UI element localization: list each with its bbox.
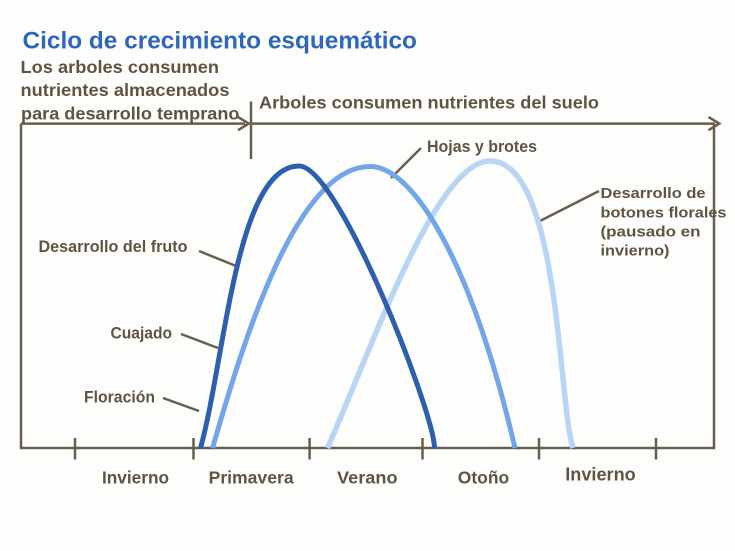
svg-text:Invierno: Invierno bbox=[565, 465, 636, 485]
svg-text:Floración: Floración bbox=[84, 388, 155, 407]
svg-text:para desarrollo temprano: para desarrollo temprano bbox=[21, 103, 240, 123]
svg-text:Ciclo de crecimiento esquemáti: Ciclo de crecimiento esquemático bbox=[23, 27, 417, 54]
svg-text:(pausado en: (pausado en bbox=[601, 223, 701, 240]
svg-text:Verano: Verano bbox=[337, 467, 398, 487]
svg-text:Primavera: Primavera bbox=[209, 467, 294, 487]
svg-text:nutrientes almacenados: nutrientes almacenados bbox=[21, 80, 230, 100]
svg-text:Hojas y brotes: Hojas y brotes bbox=[427, 137, 537, 156]
svg-text:Desarrollo del fruto: Desarrollo del fruto bbox=[39, 237, 188, 256]
svg-text:Desarrollo de: Desarrollo de bbox=[601, 185, 706, 202]
svg-text:Cuajado: Cuajado bbox=[111, 323, 173, 342]
svg-text:Invierno: Invierno bbox=[102, 467, 169, 487]
svg-text:Otoño: Otoño bbox=[458, 467, 510, 487]
svg-text:invierno): invierno) bbox=[601, 242, 670, 259]
svg-text:Arboles consumen nutrientes de: Arboles consumen nutrientes del suelo bbox=[259, 92, 599, 112]
svg-text:Los arboles consumen: Los arboles consumen bbox=[21, 57, 220, 77]
svg-text:botones florales: botones florales bbox=[601, 204, 727, 221]
